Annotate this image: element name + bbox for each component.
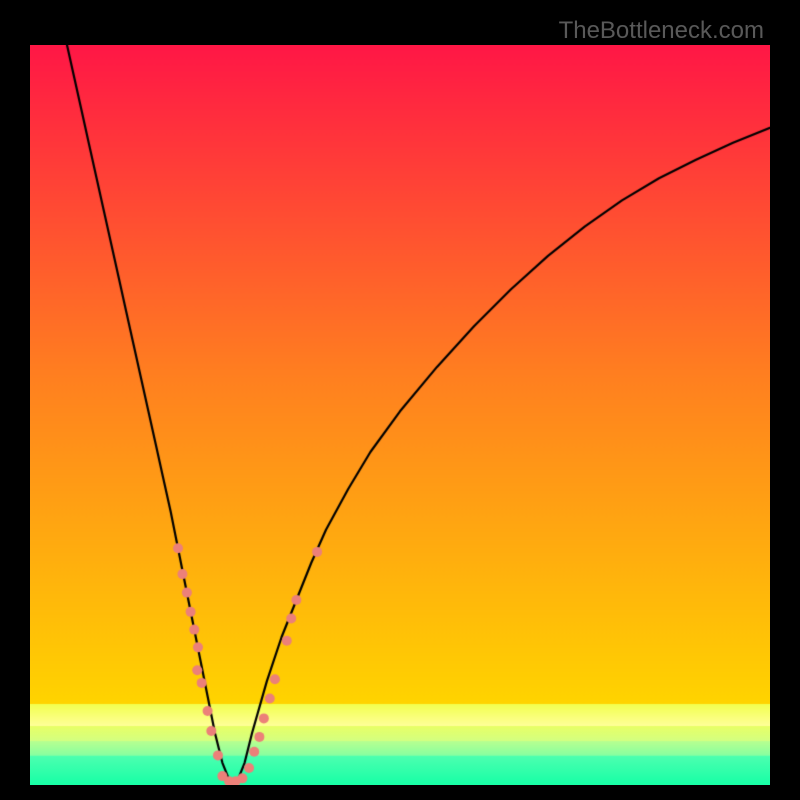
plot-wrap: TheBottleneck.com [30, 15, 770, 785]
watermark-text: TheBottleneck.com [559, 17, 764, 45]
outer-frame: TheBottleneck.com [0, 0, 800, 800]
chart-canvas [30, 45, 770, 785]
